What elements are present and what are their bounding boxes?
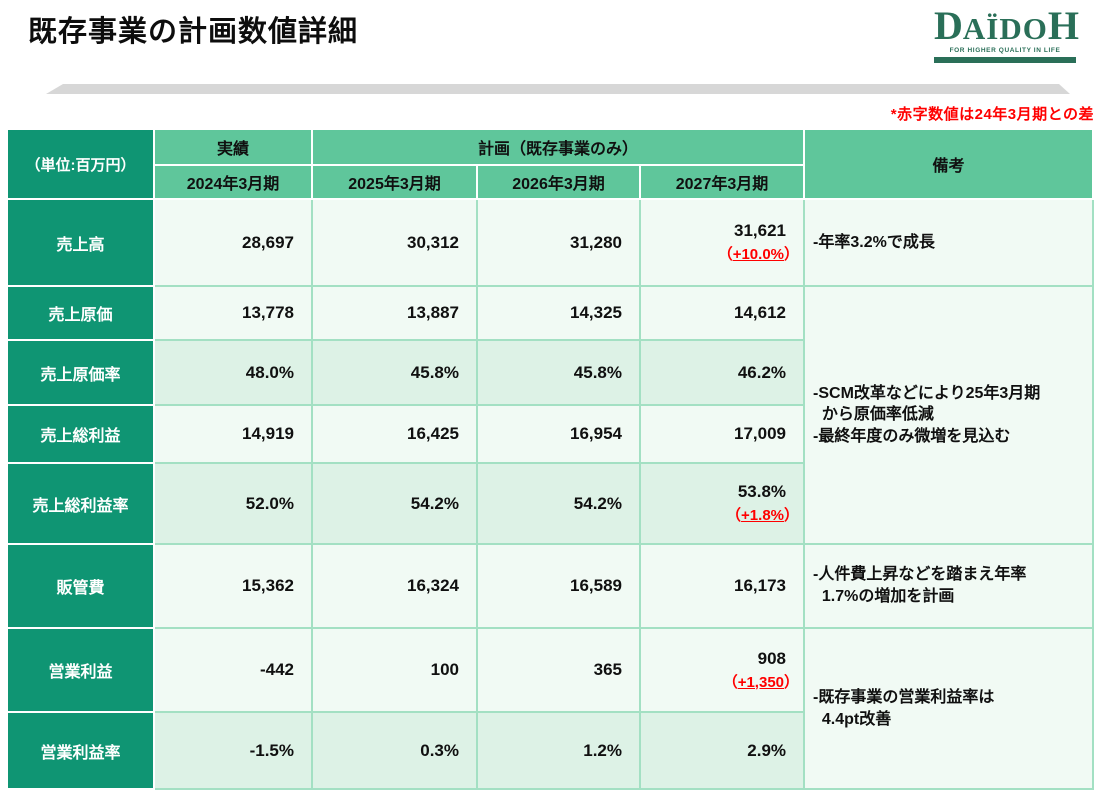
- remark-sga: -人件費上昇などを踏まえ年率 1.7%の増加を計画: [805, 545, 1095, 629]
- cell-sga-expenses-fy2024: 15,362: [155, 545, 313, 629]
- plan-group-header: 計画（既存事業のみ）: [313, 130, 806, 166]
- row-label-sga-expenses: 販管費: [8, 545, 155, 629]
- cell-operating-profit-fy2027: 908 （+1,350）: [641, 629, 806, 713]
- daidoh-logo: DAÏDOH FOR HIGHER QUALITY IN LIFE: [934, 3, 1079, 63]
- table-row-gross-profit: 売上総利益 14,919 16,425 16,954 17,009: [8, 406, 1094, 464]
- row-label-revenue: 売上高: [8, 200, 155, 287]
- year-header-fy2027: 2027年3月期: [641, 166, 806, 200]
- cell-cost-of-sales-ratio-fy2027: 46.2%: [641, 341, 806, 406]
- cell-operating-profit-fy2024: -442: [155, 629, 313, 713]
- cell-operating-profit-fy2025: 100: [313, 629, 478, 713]
- cell-operating-profit-margin-fy2025: 0.3%: [313, 713, 478, 790]
- year-header-fy2024: 2024年3月期: [155, 166, 313, 200]
- delta-operating-profit-fy2027: （+1,350）: [722, 673, 800, 691]
- table-row-cost-of-sales: 売上原価 13,778 13,887 14,325 14,612 -SCM改革な…: [8, 287, 1095, 545]
- cell-sga-expenses-fy2025: 16,324: [313, 545, 478, 629]
- row-label-operating-profit-margin: 営業利益率: [8, 713, 155, 790]
- cell-cost-of-sales-fy2027: 14,612: [641, 287, 806, 341]
- delta-gross-profit-margin-fy2027: （+1.8%）: [726, 507, 800, 524]
- table-row-operating-profit: 営業利益 -442 100 365 908 （+1,350） -既存事業の営業利…: [8, 629, 1095, 790]
- year-header-fy2026: 2026年3月期: [478, 166, 641, 200]
- cell-operating-profit-margin-fy2024: -1.5%: [155, 713, 313, 790]
- table-row-revenue: 売上高 28,697 30,312 31,280 31,621 （+10.0%）…: [8, 200, 1095, 287]
- unit-label-cell: （単位:百万円）: [8, 130, 155, 200]
- remark-revenue: -年率3.2%で成長: [805, 200, 1095, 287]
- cell-sga-expenses-fy2027: 16,173: [641, 545, 806, 629]
- row-label-operating-profit: 営業利益: [8, 629, 155, 713]
- cell-cost-of-sales-ratio-fy2024: 48.0%: [155, 341, 313, 406]
- cell-revenue-fy2026: 31,280: [478, 200, 641, 287]
- daidoh-logo-wordmark: DAÏDOH: [934, 3, 1079, 48]
- cell-revenue-fy2027: 31,621 （+10.0%）: [641, 200, 806, 287]
- logo-tagline: FOR HIGHER QUALITY IN LIFE: [949, 47, 1061, 54]
- cell-gross-profit-fy2027: 17,009: [641, 406, 806, 464]
- cell-gross-profit-fy2024: 14,919: [155, 406, 313, 464]
- actual-group-header: 実績: [155, 130, 313, 166]
- title-divider-bar: [46, 84, 1070, 94]
- table-row-cost-of-sales-ratio: 売上原価率 48.0% 45.8% 45.8% 46.2%: [8, 341, 1094, 406]
- cell-cost-of-sales-fy2026: 14,325: [478, 287, 641, 341]
- row-label-gross-profit: 売上総利益: [8, 406, 155, 464]
- year-header-fy2025: 2025年3月期: [313, 166, 478, 200]
- cell-operating-profit-fy2026: 365: [478, 629, 641, 713]
- cell-gross-profit-fy2026: 16,954: [478, 406, 641, 464]
- cell-gross-profit-fy2025: 16,425: [313, 406, 478, 464]
- remark-cost-structure: -SCM改革などにより25年3月期 から原価率低減 -最終年度のみ微増を見込む: [805, 287, 1095, 545]
- cell-cost-of-sales-fy2024: 13,778: [155, 287, 313, 341]
- cell-gross-profit-margin-fy2024: 52.0%: [155, 464, 313, 545]
- remark-operating-profit: -既存事業の営業利益率は 4.4pt改善: [805, 629, 1095, 790]
- row-label-gross-profit-margin: 売上総利益率: [8, 464, 155, 545]
- table-row-operating-profit-margin: 営業利益率 -1.5% 0.3% 1.2% 2.9%: [8, 713, 1094, 790]
- logo-letter-first: D: [934, 3, 963, 48]
- cell-cost-of-sales-ratio-fy2026: 45.8%: [478, 341, 641, 406]
- cell-cost-of-sales-ratio-fy2025: 45.8%: [313, 341, 478, 406]
- cell-cost-of-sales-fy2025: 13,887: [313, 287, 478, 341]
- cell-operating-profit-margin-fy2027: 2.9%: [641, 713, 806, 790]
- remarks-header: 備考: [805, 130, 1095, 200]
- delta-revenue-fy2027: （+10.0%）: [717, 246, 800, 263]
- logo-letter-last: H: [1047, 3, 1079, 48]
- plan-figures-table: （単位:百万円） 実績 計画（既存事業のみ） 備考 2024年3月期 2025年…: [8, 130, 1095, 790]
- table-row-gross-profit-margin: 売上総利益率 52.0% 54.2% 54.2% 53.8% （+1.8%）: [8, 464, 1094, 545]
- logo-underline-bar: [934, 57, 1076, 63]
- red-figures-note: *赤字数値は24年3月期との差: [890, 106, 1094, 123]
- row-label-cost-of-sales-ratio: 売上原価率: [8, 341, 155, 406]
- cell-operating-profit-margin-fy2026: 1.2%: [478, 713, 641, 790]
- cell-revenue-fy2024: 28,697: [155, 200, 313, 287]
- logo-letters-mid: AÏDO: [962, 11, 1048, 46]
- page-title: 既存事業の計画数値詳細: [28, 16, 359, 48]
- cell-gross-profit-margin-fy2025: 54.2%: [313, 464, 478, 545]
- cell-gross-profit-margin-fy2026: 54.2%: [478, 464, 641, 545]
- cell-gross-profit-margin-fy2027: 53.8% （+1.8%）: [641, 464, 806, 545]
- cell-sga-expenses-fy2026: 16,589: [478, 545, 641, 629]
- table-row-sga-expenses: 販管費 15,362 16,324 16,589 16,173 -人件費上昇など…: [8, 545, 1095, 629]
- cell-revenue-fy2025: 30,312: [313, 200, 478, 287]
- row-label-cost-of-sales: 売上原価: [8, 287, 155, 341]
